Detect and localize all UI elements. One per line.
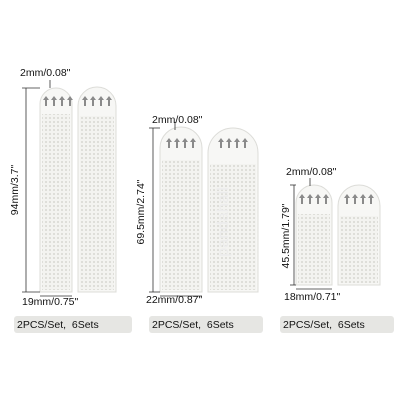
width-label: 22mm/0.87": [146, 294, 203, 306]
strip-pair: [290, 178, 381, 290]
set-tag: [14, 316, 132, 333]
width-label: 19mm/0.75": [22, 296, 79, 308]
thickness-label: 2mm/0.08": [20, 67, 71, 79]
thickness-label: 2mm/0.08": [152, 114, 203, 126]
strip-pair: [149, 122, 259, 297]
set-label: 2PCS/Set, 6Sets: [283, 319, 365, 331]
height-label: 94mm/3.7": [9, 165, 21, 216]
set-tag: [149, 316, 263, 333]
height-label: 69.5mm/2.74": [135, 179, 147, 244]
watermark: pandahall: [215, 187, 232, 256]
height-label: 45.5mm/1.79": [280, 203, 292, 268]
set-tag: [280, 316, 394, 333]
thickness-label: 2mm/0.08": [286, 166, 337, 178]
width-label: 18mm/0.71": [284, 291, 341, 303]
set-label: 2PCS/Set, 6Sets: [17, 319, 99, 331]
strip-pair: [22, 80, 117, 297]
set-label: 2PCS/Set, 6Sets: [152, 319, 234, 331]
